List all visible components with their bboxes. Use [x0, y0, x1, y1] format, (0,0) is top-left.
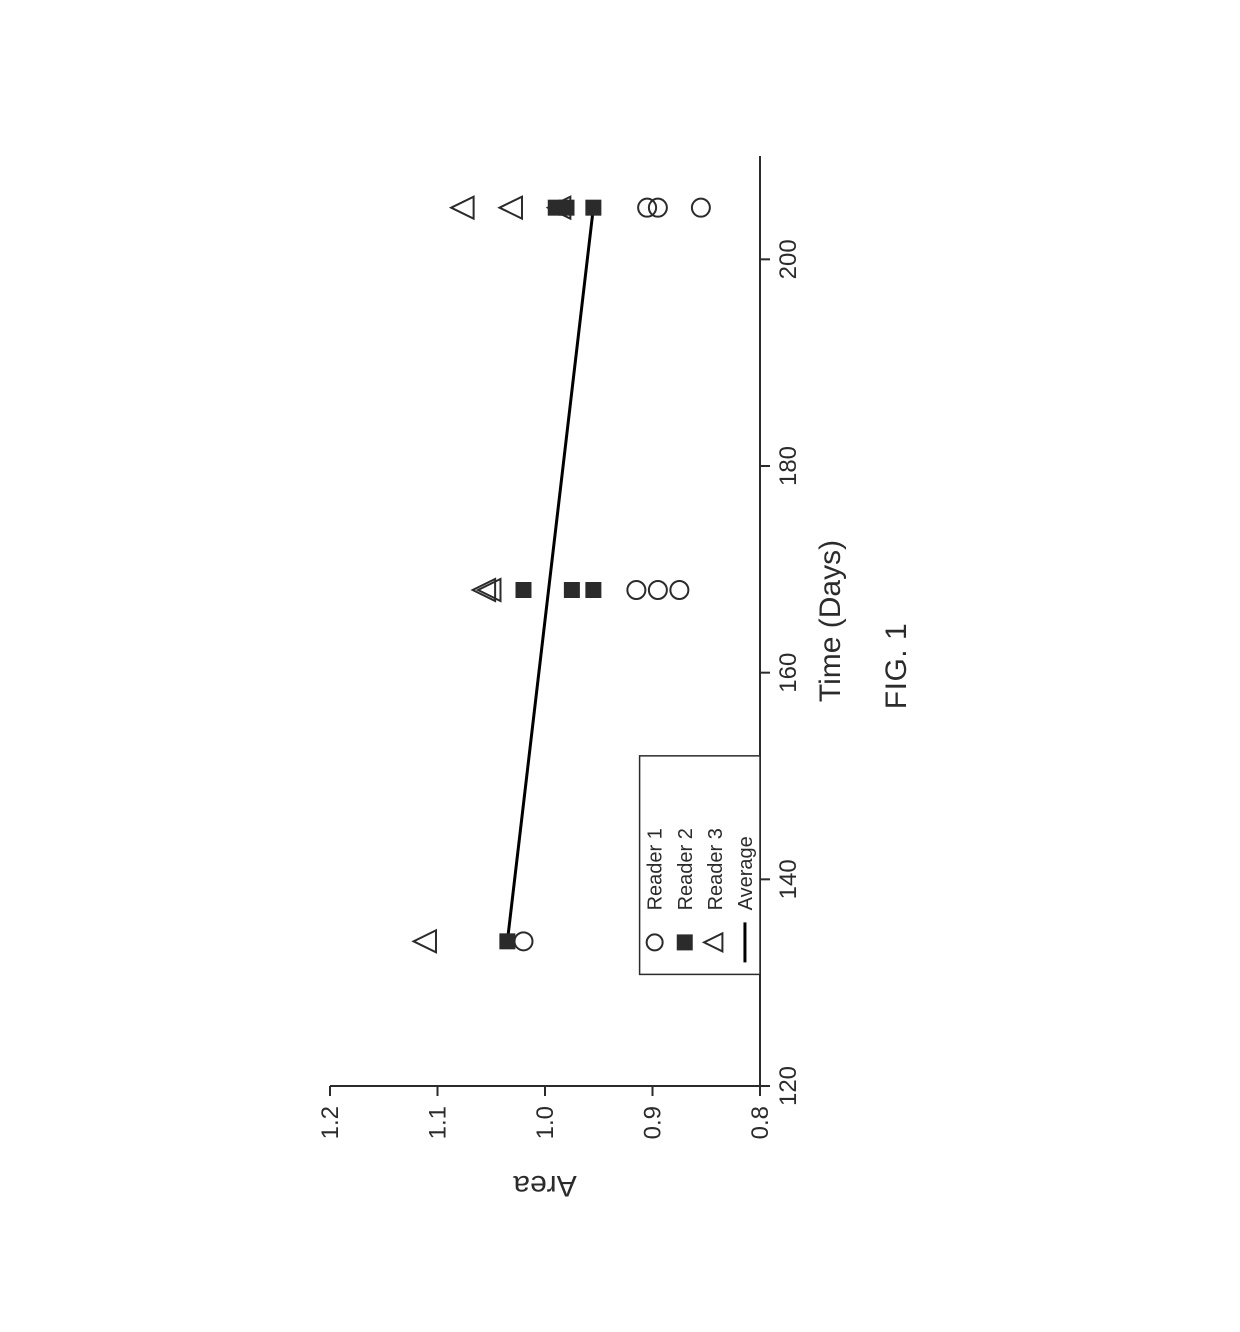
svg-text:Reader 2: Reader 2 — [675, 828, 697, 910]
svg-text:Area: Area — [513, 1169, 577, 1202]
svg-text:Time (Days): Time (Days) — [814, 540, 847, 702]
svg-text:140: 140 — [775, 859, 802, 899]
svg-text:200: 200 — [775, 239, 802, 279]
svg-text:0.8: 0.8 — [747, 1106, 774, 1139]
svg-text:1.0: 1.0 — [532, 1106, 559, 1139]
legend: Reader 1 Reader 2 Reader 3 Average — [640, 756, 760, 975]
svg-text:Average: Average — [735, 836, 757, 910]
area-vs-time-chart: 120 140 160 180 200 0.8 0.9 1.0 1.1 1.2 Time (Days… — [300, 106, 860, 1226]
svg-text:160: 160 — [775, 653, 802, 693]
svg-text:Reader 3: Reader 3 — [705, 828, 727, 910]
figure-caption: FIG. 1 — [880, 106, 914, 1226]
rotated-figure-container: 120 140 160 180 200 0.8 0.9 1.0 1.1 1.2 Time (Days… — [300, 106, 940, 1226]
svg-text:Reader 1: Reader 1 — [645, 828, 667, 910]
svg-text:1.1: 1.1 — [425, 1106, 452, 1139]
svg-text:0.9: 0.9 — [640, 1106, 667, 1139]
svg-text:1.2: 1.2 — [317, 1106, 344, 1139]
svg-text:180: 180 — [775, 446, 802, 486]
svg-text:120: 120 — [775, 1066, 802, 1106]
